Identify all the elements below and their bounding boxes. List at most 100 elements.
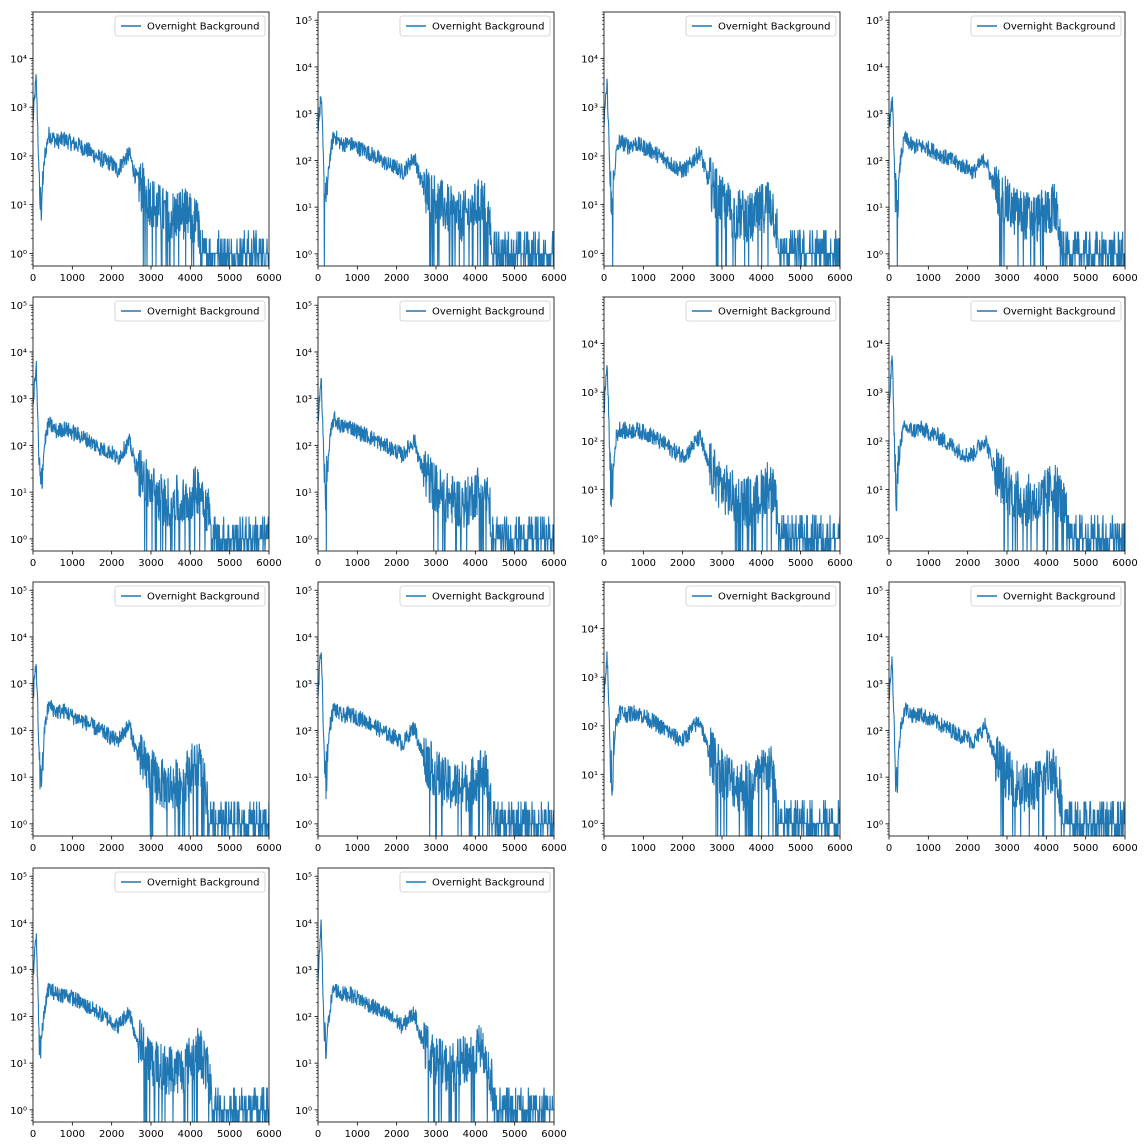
y-tick-label: 10¹ (10, 201, 27, 212)
y-tick-label: 10¹ (581, 771, 598, 782)
x-tick-label: 3000 (138, 273, 163, 284)
x-tick-label: 2000 (99, 1129, 124, 1140)
y-tick-label: 10¹ (581, 486, 598, 497)
y-tick-label: 10² (295, 1012, 312, 1023)
legend-label: Overnight Background (432, 22, 544, 33)
y-tick-label: 10⁰ (581, 534, 598, 545)
legend-label: Overnight Background (718, 22, 830, 33)
legend-label: Overnight Background (432, 307, 544, 318)
x-tick-label: 1000 (60, 1129, 85, 1140)
y-tick-label: 10⁰ (295, 820, 312, 831)
y-tick-label: 10² (295, 441, 312, 452)
y-tick-label: 10⁰ (581, 819, 598, 830)
series-group (889, 355, 1125, 551)
x-tick-label: 4000 (1034, 273, 1059, 284)
y-tick-label: 10¹ (10, 1059, 27, 1070)
x-tick-label: 3000 (423, 843, 448, 854)
x-tick-label: 5000 (217, 843, 242, 854)
x-tick-label: 0 (30, 273, 36, 284)
y-tick-label: 10³ (10, 680, 27, 691)
y-tick-label: 10³ (10, 103, 27, 114)
x-tick-label: 5000 (1073, 843, 1098, 854)
x-tick-label: 1000 (60, 558, 85, 569)
axes-frame (317, 11, 555, 267)
y-tick-label: 10³ (295, 680, 312, 691)
series-group (318, 377, 554, 551)
x-tick-label: 4000 (178, 843, 203, 854)
series-line (318, 377, 554, 551)
x-tick-label: 0 (601, 843, 607, 854)
series-group (318, 652, 554, 836)
y-tick-label: 10⁴ (866, 633, 883, 644)
y-tick-label: 10¹ (581, 201, 598, 212)
legend-box (399, 300, 551, 322)
y-tick-label: 10⁴ (866, 339, 883, 350)
series-group (604, 651, 840, 836)
subplot-2: 0 1000 2000 3000 4000 5000 6000 10⁰ 10¹ 10² 10³ 10⁴… (295, 11, 567, 284)
y-tick-label: 10³ (866, 680, 883, 691)
x-tick-label: 1000 (345, 843, 370, 854)
x-tick-label: 3000 (994, 558, 1019, 569)
x-tick-label: 3000 (709, 273, 734, 284)
series-group (33, 664, 269, 836)
x-tick-label: 6000 (541, 1129, 566, 1140)
legend-box (970, 300, 1122, 322)
legend: Overnight Background (114, 300, 266, 322)
legend-box (399, 585, 551, 607)
x-tick-label: 5000 (502, 1129, 527, 1140)
x-tick-label: 6000 (256, 843, 281, 854)
series-line (318, 96, 554, 266)
axes-frame (317, 296, 555, 552)
legend-label: Overnight Background (147, 22, 259, 33)
y-tick-label: 10¹ (10, 773, 27, 784)
legend-label: Overnight Background (432, 592, 544, 603)
legend: Overnight Background (399, 15, 551, 37)
subplot-7: 0 1000 2000 3000 4000 5000 6000 10⁰ 10¹ 10² 10³ 10⁴… (581, 296, 853, 569)
x-tick-label: 2000 (384, 558, 409, 569)
y-tick-label: 10⁵ (295, 872, 312, 883)
series-line (604, 78, 840, 266)
x-tick-label: 0 (315, 1129, 321, 1140)
x-tick-label: 5000 (502, 558, 527, 569)
y-tick-label: 10⁴ (10, 633, 27, 644)
y-tick-label: 10¹ (295, 488, 312, 499)
series-line (889, 656, 1125, 836)
legend-box (114, 300, 266, 322)
y-tick-label: 10² (866, 726, 883, 737)
x-tick-label: 4000 (178, 273, 203, 284)
x-tick-label: 2000 (670, 273, 695, 284)
subplot-8: 0 1000 2000 3000 4000 5000 6000 10⁰ 10¹ 10² 10³ 10⁴… (866, 296, 1138, 569)
y-tick-label: 10¹ (866, 486, 883, 497)
y-tick-label: 10⁰ (866, 250, 883, 261)
x-tick-label: 2000 (670, 843, 695, 854)
series-line (604, 365, 840, 551)
legend-label: Overnight Background (718, 592, 830, 603)
x-tick-label: 5000 (788, 558, 813, 569)
y-tick-label: 10⁰ (866, 820, 883, 831)
y-tick-label: 10⁵ (866, 586, 883, 597)
x-tick-label: 6000 (1112, 843, 1137, 854)
x-tick-label: 6000 (541, 558, 566, 569)
series-group (33, 361, 269, 551)
y-tick-label: 10³ (866, 388, 883, 399)
subplot-5: 0 1000 2000 3000 4000 5000 6000 10⁰ 10¹ 10² 10³ 10⁴… (10, 296, 282, 569)
y-tick-label: 10⁰ (295, 1106, 312, 1117)
y-tick-label: 10⁴ (10, 919, 27, 930)
x-tick-label: 5000 (1073, 558, 1098, 569)
subplot-14: 0 1000 2000 3000 4000 5000 6000 10⁰ 10¹ 10² 10³ 10⁴… (295, 867, 567, 1140)
y-tick-label: 10² (866, 437, 883, 448)
series-group (318, 96, 554, 266)
legend-label: Overnight Background (1003, 22, 1115, 33)
x-tick-label: 0 (315, 558, 321, 569)
y-tick-label: 10³ (295, 395, 312, 406)
y-tick-label: 10³ (295, 966, 312, 977)
subplot-10: 0 1000 2000 3000 4000 5000 6000 10⁰ 10¹ 10² 10³ 10⁴… (295, 581, 567, 854)
legend: Overnight Background (685, 585, 837, 607)
legend-box (114, 585, 266, 607)
x-tick-label: 3000 (709, 843, 734, 854)
legend: Overnight Background (399, 585, 551, 607)
y-tick-label: 10⁰ (10, 1106, 27, 1117)
x-tick-label: 1000 (345, 558, 370, 569)
x-tick-label: 3000 (423, 273, 448, 284)
legend: Overnight Background (114, 15, 266, 37)
